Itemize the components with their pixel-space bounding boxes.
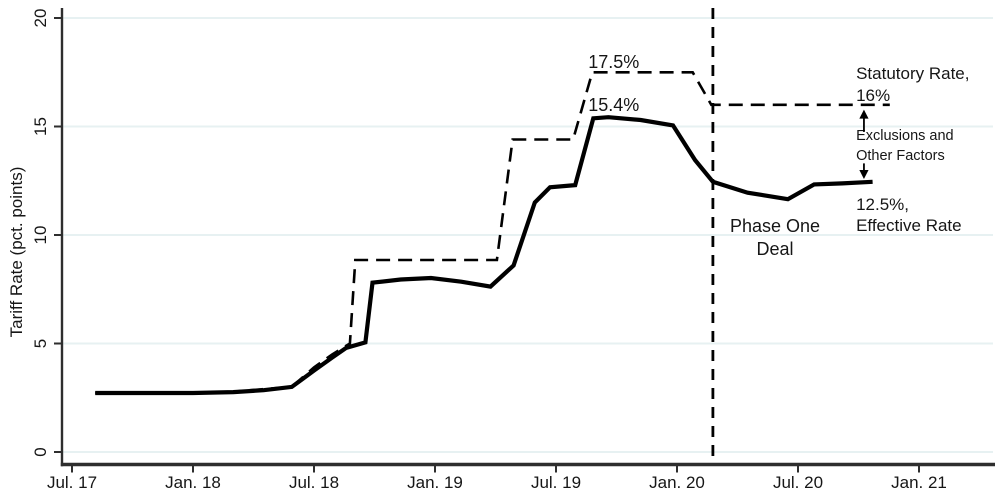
phase-one-label-line1: Phase One bbox=[730, 216, 820, 236]
y-axis-title: Tariff Rate (pct. points) bbox=[7, 167, 26, 338]
y-tick-label-20: 20 bbox=[31, 9, 50, 28]
x-tick-label-0: Jul. 17 bbox=[47, 473, 97, 492]
effective-rate-label-line1: 12.5%, bbox=[856, 195, 909, 214]
statutory-rate-label-line1: Statutory Rate, bbox=[856, 64, 969, 83]
series-line-effective-rate bbox=[95, 115, 873, 396]
y-tick-label-10: 10 bbox=[31, 226, 50, 245]
x-tick-label-18: Jan. 19 bbox=[407, 473, 463, 492]
x-tick-label-30: Jan. 20 bbox=[649, 473, 705, 492]
y-tick-label-0: 0 bbox=[31, 447, 50, 456]
statutory-rate-label-line2: 16% bbox=[856, 86, 890, 105]
x-tick-label-42: Jan. 21 bbox=[891, 473, 947, 492]
exclusions-arrow-up-head bbox=[859, 109, 869, 119]
y-tick-label-5: 5 bbox=[31, 339, 50, 348]
exclusions-label-line2: Other Factors bbox=[856, 148, 945, 164]
effective-peak-label: 15.4% bbox=[588, 95, 639, 115]
series-line-statutory-rate bbox=[95, 71, 890, 395]
exclusions-arrow-down-head bbox=[859, 170, 869, 180]
x-tick-label-24: Jul. 19 bbox=[531, 473, 581, 492]
x-tick-label-12: Jul. 18 bbox=[289, 473, 339, 492]
phase-one-label-line2: Deal bbox=[756, 239, 793, 259]
x-tick-label-36: Jul. 20 bbox=[773, 473, 823, 492]
exclusions-label-line1: Exclusions and bbox=[856, 128, 954, 144]
statutory-peak-label: 17.5% bbox=[588, 52, 639, 72]
y-tick-label-15: 15 bbox=[31, 117, 50, 136]
x-tick-label-6: Jan. 18 bbox=[165, 473, 221, 492]
effective-rate-label-line2: Effective Rate bbox=[856, 216, 962, 235]
